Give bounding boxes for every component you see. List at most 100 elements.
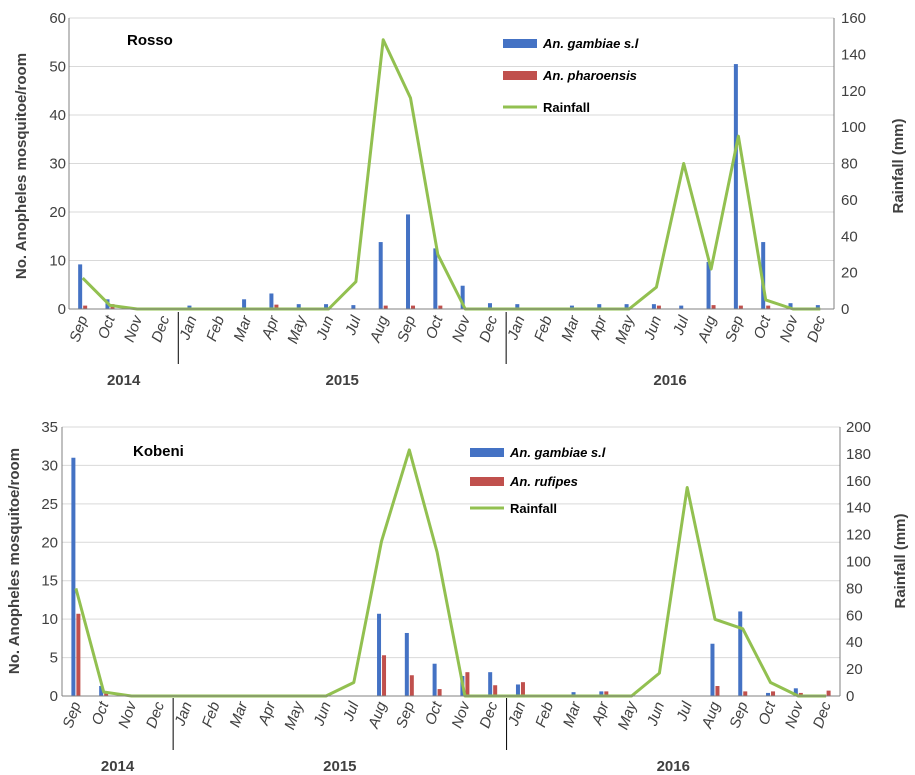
- rosso-bar-gambiae: [406, 214, 411, 309]
- rosso-left-tick-label: 20: [49, 204, 66, 221]
- kobeni-left-tick-label: 0: [50, 688, 58, 705]
- rosso-bar-gambiae: [187, 305, 192, 309]
- kobeni-bar-second: [520, 682, 525, 696]
- rosso-legend-gambiae-label: An. gambiae s.l: [542, 36, 639, 51]
- kobeni-chart: 0 5 10 15 20 25 30 35 0 20 40 60 80 100 120 140 160 180 2…: [6, 419, 909, 775]
- kobeni-legend-gambiae-swatch: [470, 448, 504, 457]
- kobeni-month-label: Dec: [810, 699, 835, 730]
- kobeni-bar-second: [715, 686, 720, 696]
- rosso-bar-gambiae: [679, 305, 684, 309]
- kobeni-right-tick-label: 160: [846, 473, 871, 490]
- rosso-month-label: May: [284, 312, 310, 346]
- kobeni-y2-axis-title: Rainfall (mm): [892, 513, 909, 608]
- rosso-left-tick-label: 50: [49, 59, 66, 76]
- rosso-month-label: Sep: [394, 314, 419, 345]
- kobeni-month-label: Jun: [310, 700, 335, 729]
- kobeni-bar-second: [409, 675, 414, 696]
- rosso-bar-gambiae: [433, 248, 438, 309]
- rosso-month-label: Jun: [641, 314, 666, 343]
- kobeni-bar-gambiae: [432, 663, 437, 696]
- kobeni-month-label: Apr: [588, 699, 613, 729]
- rosso-year-labels: 2014 2015 2016: [107, 372, 687, 389]
- kobeni-month-label: Dec: [143, 699, 168, 730]
- rosso-bar-gambiae: [788, 303, 793, 309]
- rosso-legend-pharoensis-label: An. pharoensis: [542, 68, 637, 83]
- kobeni-month-label: Jul: [673, 699, 696, 724]
- rosso-bar-gambiae: [597, 304, 602, 309]
- rosso-left-tick-labels: 0 10 20 30 40 50 60: [49, 10, 66, 318]
- rosso-right-tick-label: 0: [841, 301, 849, 318]
- rosso-bar-second: [383, 305, 388, 309]
- kobeni-left-tick-label: 10: [41, 611, 58, 628]
- rosso-month-label: Jul: [670, 313, 693, 338]
- kobeni-month-label: May: [281, 698, 307, 732]
- rosso-bar-second: [438, 305, 443, 309]
- rosso-y-axis-title: No. Anopheles mosquitoe/room: [13, 53, 30, 279]
- kobeni-right-tick-label: 140: [846, 500, 871, 517]
- rosso-month-label: Oct: [95, 313, 119, 342]
- kobeni-bar-gambiae: [377, 613, 382, 696]
- rosso-year-label: 2014: [107, 372, 141, 389]
- kobeni-month-label: Oct: [88, 699, 112, 728]
- kobeni-month-label: Mar: [227, 699, 252, 730]
- kobeni-axes: [61, 427, 841, 750]
- rosso-month-label: Mar: [231, 313, 256, 344]
- rosso-month-label: Sep: [722, 314, 747, 345]
- kobeni-bar-gambiae: [488, 672, 493, 696]
- rosso-month-label: Jan: [504, 314, 529, 343]
- kobeni-right-tick-label: 200: [846, 419, 871, 436]
- kobeni-bar-second: [743, 691, 748, 696]
- kobeni-left-tick-labels: 0 5 10 15 20 25 30 35: [41, 419, 58, 705]
- rosso-bar-second: [83, 305, 88, 309]
- rosso-left-tick-label: 30: [49, 156, 66, 173]
- rosso-bar-gambiae: [296, 304, 301, 309]
- kobeni-left-tick-label: 15: [41, 573, 58, 590]
- kobeni-month-label: Aug: [365, 699, 391, 731]
- kobeni-right-tick-label: 180: [846, 446, 871, 463]
- kobeni-month-label: Aug: [698, 699, 724, 731]
- rosso-left-tick-label: 60: [49, 10, 66, 27]
- kobeni-bar-second: [798, 692, 803, 696]
- rosso-left-tick-label: 0: [58, 301, 66, 318]
- rosso-month-label: Dec: [804, 313, 829, 344]
- kobeni-bar-gambiae: [738, 611, 743, 696]
- rosso-month-label: Sep: [66, 314, 91, 345]
- rosso-month-label: Mar: [558, 313, 583, 344]
- kobeni-month-label: Sep: [60, 700, 85, 731]
- rosso-month-label: Oct: [751, 313, 775, 342]
- rosso-month-label: Nov: [449, 312, 475, 344]
- rosso-legend: An. gambiae s.l An. pharoensis Rainfall: [503, 36, 639, 115]
- kobeni-month-label: Jan: [171, 700, 196, 729]
- rosso-month-label: Jun: [313, 314, 338, 343]
- rosso-bar-gambiae: [761, 242, 766, 309]
- kobeni-left-tick-label: 20: [41, 534, 58, 551]
- rosso-bar-gambiae: [624, 304, 629, 309]
- kobeni-month-label: Apr: [255, 699, 280, 729]
- rosso-bar-gambiae: [269, 293, 274, 309]
- kobeni-right-tick-label: 20: [846, 661, 863, 678]
- rosso-bar-gambiae: [378, 242, 383, 309]
- kobeni-bar-second: [76, 613, 81, 696]
- kobeni-month-label: May: [615, 698, 641, 732]
- rosso-bar-second: [766, 305, 771, 309]
- rosso-year-label: 2016: [653, 372, 686, 389]
- kobeni-bar-gambiae: [515, 684, 520, 696]
- kobeni-right-tick-label: 120: [846, 527, 871, 544]
- rosso-rainfall-line: [81, 38, 821, 311]
- rosso-month-label: Apr: [586, 313, 611, 343]
- kobeni-month-label: Jun: [644, 700, 669, 729]
- rosso-bar-gambiae: [487, 303, 492, 309]
- kobeni-gridlines: [62, 426, 840, 659]
- rosso-site-label: Rosso: [127, 32, 173, 49]
- rosso-month-label: May: [612, 312, 638, 346]
- kobeni-bar-second: [104, 692, 109, 696]
- kobeni-legend-rufipes-swatch: [470, 477, 504, 486]
- kobeni-bar-gambiae: [404, 632, 409, 696]
- kobeni-month-label: Dec: [476, 699, 501, 730]
- rosso-month-label: Feb: [531, 314, 556, 344]
- rosso-legend-gambiae-swatch: [503, 39, 537, 48]
- kobeni-left-tick-label: 35: [41, 419, 58, 436]
- kobeni-bar-second: [382, 655, 387, 696]
